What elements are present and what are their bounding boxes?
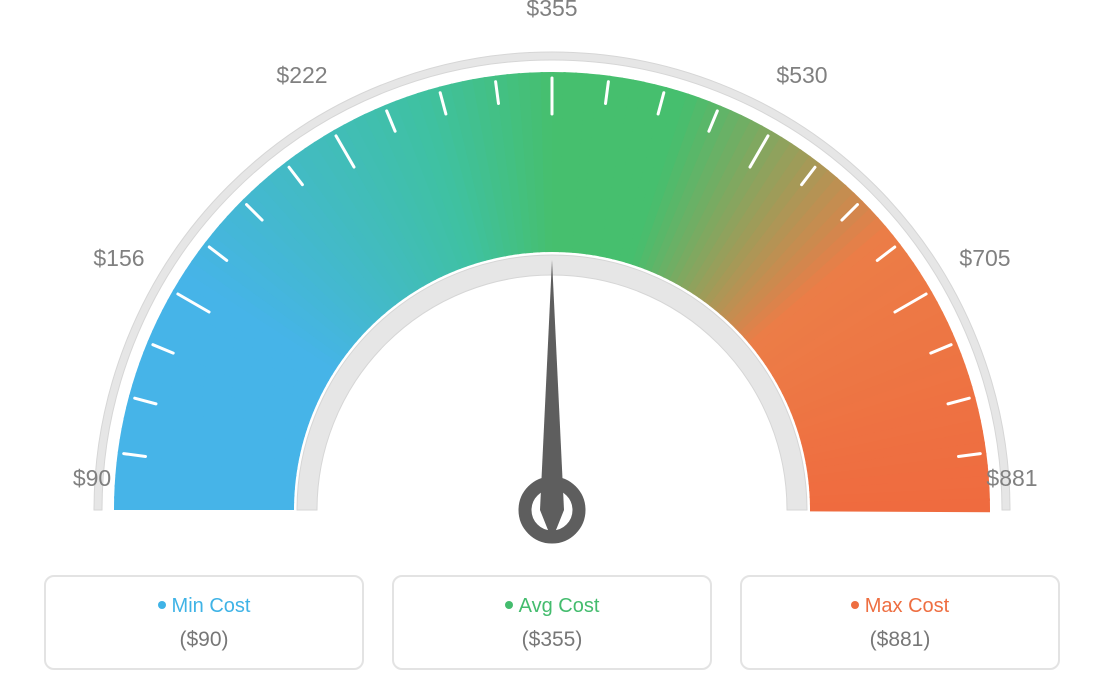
gauge-chart: $90 $156 $222 $355 $530 $705 $881 [0,0,1104,560]
legend-row: Min Cost ($90) Avg Cost ($355) Max Cost … [0,575,1104,670]
legend-label-avg: Avg Cost [404,595,700,618]
legend-card-min: Min Cost ($90) [44,575,364,670]
legend-label-min: Min Cost [56,595,352,618]
tick-label: $705 [959,245,1010,271]
legend-card-max: Max Cost ($881) [740,575,1060,670]
gauge-svg: $90 $156 $222 $355 $530 $705 $881 [0,0,1104,560]
needle [540,260,564,540]
legend-card-avg: Avg Cost ($355) [392,575,712,670]
legend-label-max: Max Cost [752,595,1048,618]
tick-label: $530 [776,62,827,88]
tick-label: $90 [73,465,111,491]
tick-label: $355 [526,0,577,21]
legend-label-text: Min Cost [172,595,251,617]
tick-label: $156 [93,245,144,271]
legend-label-text: Avg Cost [519,595,600,617]
dot-icon [158,601,166,609]
tick-label: $881 [986,465,1037,491]
legend-value-min: ($90) [56,628,352,652]
legend-label-text: Max Cost [865,595,949,617]
dot-icon [851,601,859,609]
legend-value-max: ($881) [752,628,1048,652]
tick-label: $222 [276,62,327,88]
dot-icon [505,601,513,609]
legend-value-avg: ($355) [404,628,700,652]
